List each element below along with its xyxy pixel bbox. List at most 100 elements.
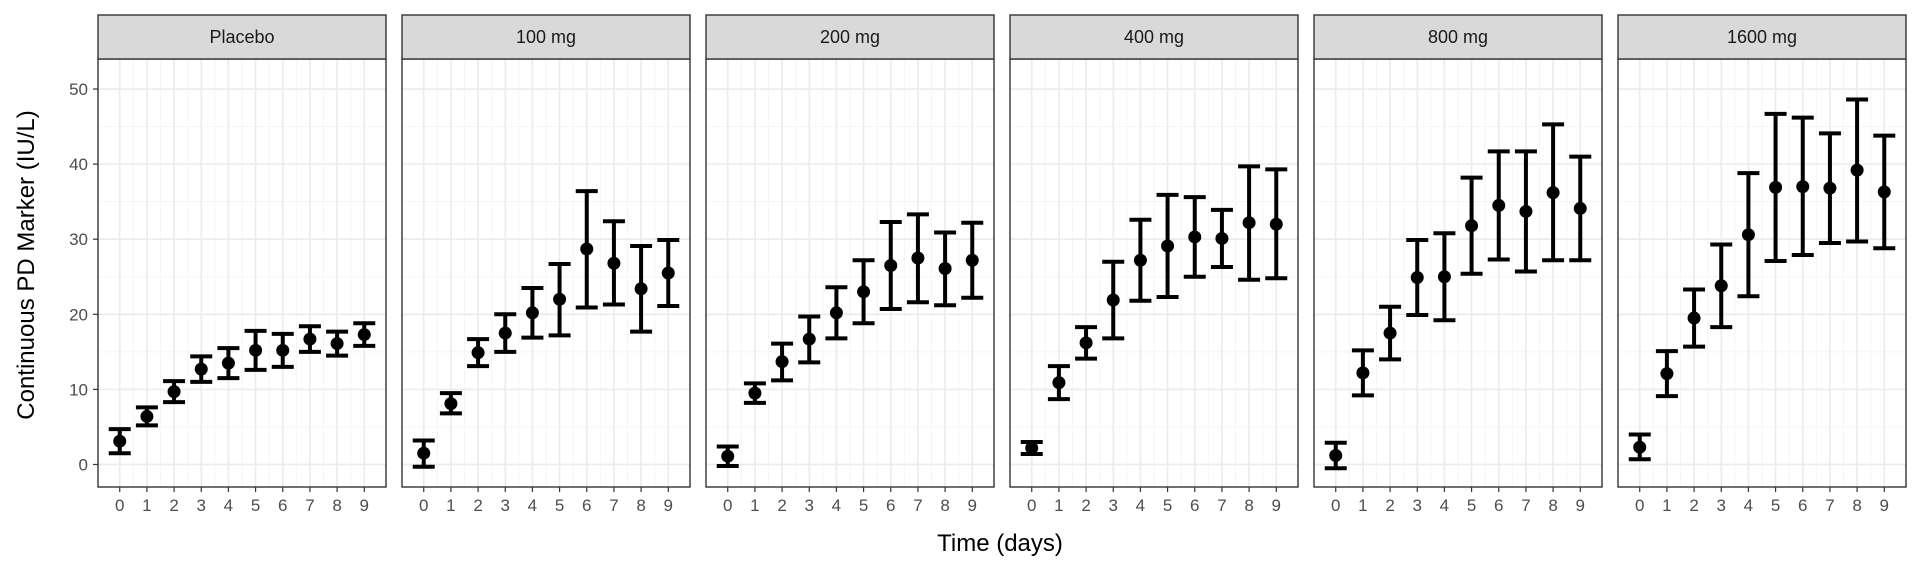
- facet-label: Placebo: [209, 27, 274, 47]
- data-point: [1519, 204, 1533, 218]
- x-tick-label: 4: [832, 496, 841, 515]
- x-tick-label: 3: [197, 496, 206, 515]
- panel-200-mg: 200 mg 0 1 2 3 4 5 6 7 8 9: [705, 14, 995, 515]
- data-point: [748, 386, 762, 400]
- data-point: [1741, 228, 1755, 242]
- x-tick-label: 0: [1331, 496, 1340, 515]
- facet-strip: [401, 14, 691, 60]
- data-point: [1850, 163, 1864, 177]
- x-tick-label: 6: [1798, 496, 1807, 515]
- facet-label: 1600 mg: [1727, 27, 1797, 47]
- facet-label: 400 mg: [1124, 27, 1184, 47]
- x-tick-label: 1: [446, 496, 455, 515]
- data-point: [471, 346, 485, 360]
- facet-strip: [97, 14, 387, 60]
- data-point: [525, 306, 539, 320]
- y-tick-label: 30: [69, 230, 88, 249]
- x-tick-label: 8: [636, 496, 645, 515]
- data-point: [721, 449, 735, 463]
- x-tick-label: 0: [1027, 496, 1036, 515]
- data-point: [775, 355, 789, 369]
- x-tick-label: 4: [528, 496, 537, 515]
- x-tick-label: 2: [777, 496, 786, 515]
- x-tick-label: 5: [251, 496, 260, 515]
- x-tick-label: 2: [1689, 496, 1698, 515]
- facet-strip: [705, 14, 995, 60]
- y-tick-label: 0: [79, 455, 88, 474]
- x-tick-label: 9: [1272, 496, 1281, 515]
- panel-100-mg: 100 mg 0 1 2 3 4 5 6 7 8 9: [401, 14, 691, 515]
- data-point: [1823, 181, 1837, 195]
- data-point: [276, 343, 290, 357]
- x-tick-label: 4: [1744, 496, 1753, 515]
- facet-strip: [1313, 14, 1603, 60]
- x-tick-label: 1: [750, 496, 759, 515]
- data-point: [857, 285, 871, 299]
- x-tick-label: 2: [473, 496, 482, 515]
- y-tick-label: 50: [69, 80, 88, 99]
- facet-label: 100 mg: [516, 27, 576, 47]
- x-tick-label: 9: [968, 496, 977, 515]
- x-tick-label: 5: [1771, 496, 1780, 515]
- x-tick-label: 7: [609, 496, 618, 515]
- data-point: [1546, 186, 1560, 200]
- x-tick-label: 7: [1521, 496, 1530, 515]
- data-point: [1660, 367, 1674, 381]
- data-point: [965, 253, 979, 267]
- facet-strip: [1617, 14, 1907, 60]
- data-point: [884, 258, 898, 272]
- x-tick-label: 7: [1217, 496, 1226, 515]
- data-point: [661, 266, 675, 280]
- data-point: [1079, 336, 1093, 350]
- x-tick-label: 7: [913, 496, 922, 515]
- data-point: [553, 292, 567, 306]
- data-point: [1242, 216, 1256, 230]
- y-tick-label: 10: [69, 380, 88, 399]
- x-tick-label: 6: [278, 496, 287, 515]
- facet-label: 800 mg: [1428, 27, 1488, 47]
- data-point: [1714, 279, 1728, 293]
- x-tick-label: 9: [1880, 496, 1889, 515]
- x-tick-label: 6: [886, 496, 895, 515]
- data-point: [911, 251, 925, 265]
- x-tick-label: 5: [1467, 496, 1476, 515]
- y-axis-title: Continuous PD Marker (IU/L): [13, 110, 40, 419]
- data-point: [607, 256, 621, 270]
- x-tick-label: 3: [1717, 496, 1726, 515]
- data-point: [1025, 441, 1039, 455]
- y-axis: 0 10 20 30 40 50: [69, 80, 98, 474]
- data-point: [938, 261, 952, 275]
- x-tick-label: 8: [1548, 496, 1557, 515]
- panel-1600-mg: 1600 mg 0 1 2 3 4 5 6 7 8 9: [1617, 14, 1907, 515]
- data-point: [140, 409, 154, 423]
- x-tick-label: 6: [1494, 496, 1503, 515]
- x-tick-label: 1: [1358, 496, 1367, 515]
- x-tick-label: 5: [1163, 496, 1172, 515]
- x-tick-label: 2: [1385, 496, 1394, 515]
- data-point: [829, 306, 843, 320]
- data-point: [1383, 326, 1397, 340]
- x-axis-title: Time (days): [937, 530, 1063, 557]
- x-tick-label: 0: [723, 496, 732, 515]
- x-tick-label: 0: [419, 496, 428, 515]
- data-point: [1269, 217, 1283, 231]
- data-point: [1437, 270, 1451, 284]
- x-tick-label: 2: [169, 496, 178, 515]
- x-tick-label: 8: [1852, 496, 1861, 515]
- x-tick-label: 9: [664, 496, 673, 515]
- data-point: [1215, 231, 1229, 245]
- x-tick-label: 3: [1109, 496, 1118, 515]
- x-tick-label: 7: [305, 496, 314, 515]
- data-point: [444, 397, 458, 411]
- x-tick-label: 8: [1244, 496, 1253, 515]
- data-point: [1356, 366, 1370, 380]
- data-point: [1188, 230, 1202, 244]
- data-point: [1687, 311, 1701, 325]
- x-tick-label: 5: [555, 496, 564, 515]
- panel-400-mg: 400 mg 0 1 2 3 4 5 6 7 8 9: [1009, 14, 1299, 515]
- x-tick-label: 5: [859, 496, 868, 515]
- y-tick-label: 20: [69, 305, 88, 324]
- data-point: [249, 343, 263, 357]
